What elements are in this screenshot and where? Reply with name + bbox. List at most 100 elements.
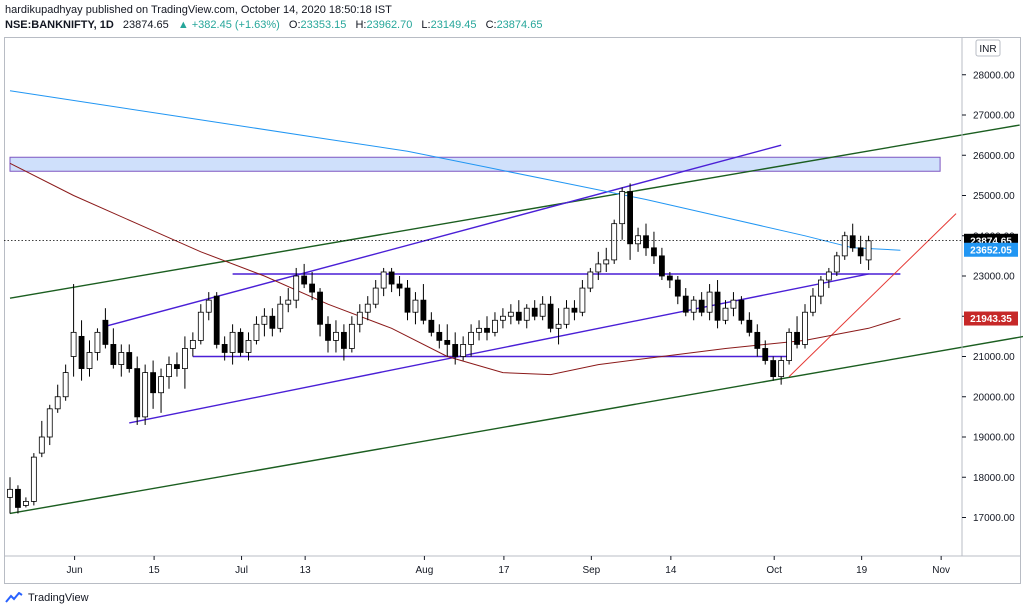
candle-body — [476, 327, 482, 333]
candle-body — [452, 344, 459, 357]
candle-body — [778, 360, 785, 378]
candle-body — [364, 303, 371, 313]
open-label: O: — [288, 19, 301, 31]
candle — [30, 453, 37, 506]
candle — [563, 300, 570, 329]
candle — [118, 344, 125, 377]
candle-body — [563, 307, 570, 325]
chart-header: hardikupadhyay published on TradingView.… — [0, 0, 1023, 36]
tradingview-logo-icon — [5, 592, 23, 603]
candle-body — [682, 295, 689, 313]
candle-body — [70, 331, 77, 357]
candle — [62, 364, 69, 401]
candle — [643, 223, 649, 256]
candle-body — [22, 500, 29, 506]
candle-body — [539, 303, 546, 317]
candle — [698, 292, 705, 317]
candle — [189, 332, 196, 357]
candle — [372, 280, 379, 309]
last-price: 23874.65 — [122, 19, 169, 31]
candle — [261, 308, 268, 337]
candle — [738, 296, 745, 325]
chart-frame[interactable] — [4, 37, 1021, 584]
candle-body — [579, 287, 586, 313]
candle — [635, 227, 641, 252]
candle — [22, 497, 29, 508]
candle — [142, 364, 149, 425]
candle-body — [436, 331, 443, 341]
candle-body — [404, 287, 411, 313]
candle — [571, 300, 578, 321]
candle-body — [420, 299, 427, 321]
candle-body — [166, 364, 172, 378]
price-label-text: 23874.65 — [970, 236, 1012, 247]
candle-body — [722, 307, 729, 321]
x-tick-label: Sep — [582, 565, 600, 576]
candle-body — [388, 271, 395, 285]
candle — [611, 219, 618, 264]
symbol-name[interactable]: NSE:BANKNIFTY, 1D — [5, 19, 114, 31]
candle — [293, 267, 300, 309]
x-tick-label: Oct — [766, 565, 782, 576]
candle — [770, 356, 777, 381]
candle-body — [714, 291, 721, 321]
candle — [245, 332, 252, 361]
publish-line: hardikupadhyay published on TradingView.… — [5, 4, 392, 16]
candle-body — [301, 275, 308, 285]
candle-body — [428, 319, 435, 333]
currency-badge[interactable]: INR — [975, 39, 1001, 57]
candle-body — [54, 396, 61, 410]
candle-body — [635, 235, 641, 245]
candle-body — [484, 327, 490, 333]
x-tick-label: 17 — [498, 565, 510, 576]
candle-body — [142, 372, 149, 418]
candle — [229, 324, 236, 365]
candle — [619, 187, 626, 240]
footer-brand[interactable]: TradingView — [28, 592, 89, 604]
candle-body — [794, 331, 800, 345]
candle — [857, 235, 864, 264]
candle — [221, 336, 228, 361]
candle — [452, 332, 459, 365]
candle — [674, 276, 681, 305]
candle-body — [571, 307, 578, 313]
candle — [213, 292, 220, 349]
x-tick-label: 15 — [149, 565, 161, 576]
candle-body — [833, 255, 840, 273]
candle — [269, 308, 276, 337]
candle-body — [865, 240, 872, 261]
candle — [587, 267, 594, 293]
candle — [603, 247, 610, 272]
time-axis[interactable]: Jun 15 Jul 13 Aug 17 Sep 14 Oct 19 Nov — [67, 556, 951, 576]
price-axis[interactable]: 28000.0027000.0026000.0025000.0024000.00… — [962, 70, 1015, 524]
candle-body — [118, 352, 125, 365]
candle-body — [754, 331, 761, 349]
candle — [531, 300, 538, 321]
candle — [595, 251, 602, 281]
x-tick-label: Nov — [932, 565, 950, 576]
candle-body — [325, 323, 331, 341]
candle-body — [309, 283, 316, 293]
y-tick-label: 23000.00 — [973, 272, 1015, 283]
candle-body — [86, 352, 93, 369]
candle-body — [197, 311, 204, 341]
y-tick-label: 26000.00 — [973, 151, 1015, 162]
candle — [237, 328, 244, 357]
candle-body — [150, 372, 157, 394]
candle-body — [611, 223, 618, 261]
candle-body — [468, 331, 475, 345]
candle — [802, 304, 808, 349]
candle-body — [205, 299, 212, 313]
candle — [794, 316, 800, 349]
x-tick-label: 13 — [300, 565, 312, 576]
candle-body — [134, 368, 141, 418]
high-label: H: — [355, 19, 367, 31]
upper-green-trendline — [9, 124, 1020, 299]
y-tick-label: 18000.00 — [973, 473, 1015, 484]
ma-blue-line — [9, 90, 901, 251]
candle — [420, 284, 427, 325]
candle — [70, 284, 77, 377]
upper-purple-channel — [105, 144, 782, 327]
candle-body — [762, 348, 769, 361]
